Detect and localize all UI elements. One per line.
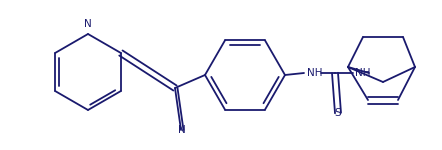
Text: N: N — [178, 125, 186, 135]
Text: N: N — [84, 19, 92, 29]
Text: NH: NH — [307, 68, 323, 78]
Text: S: S — [335, 108, 341, 118]
Text: NH: NH — [355, 68, 370, 78]
